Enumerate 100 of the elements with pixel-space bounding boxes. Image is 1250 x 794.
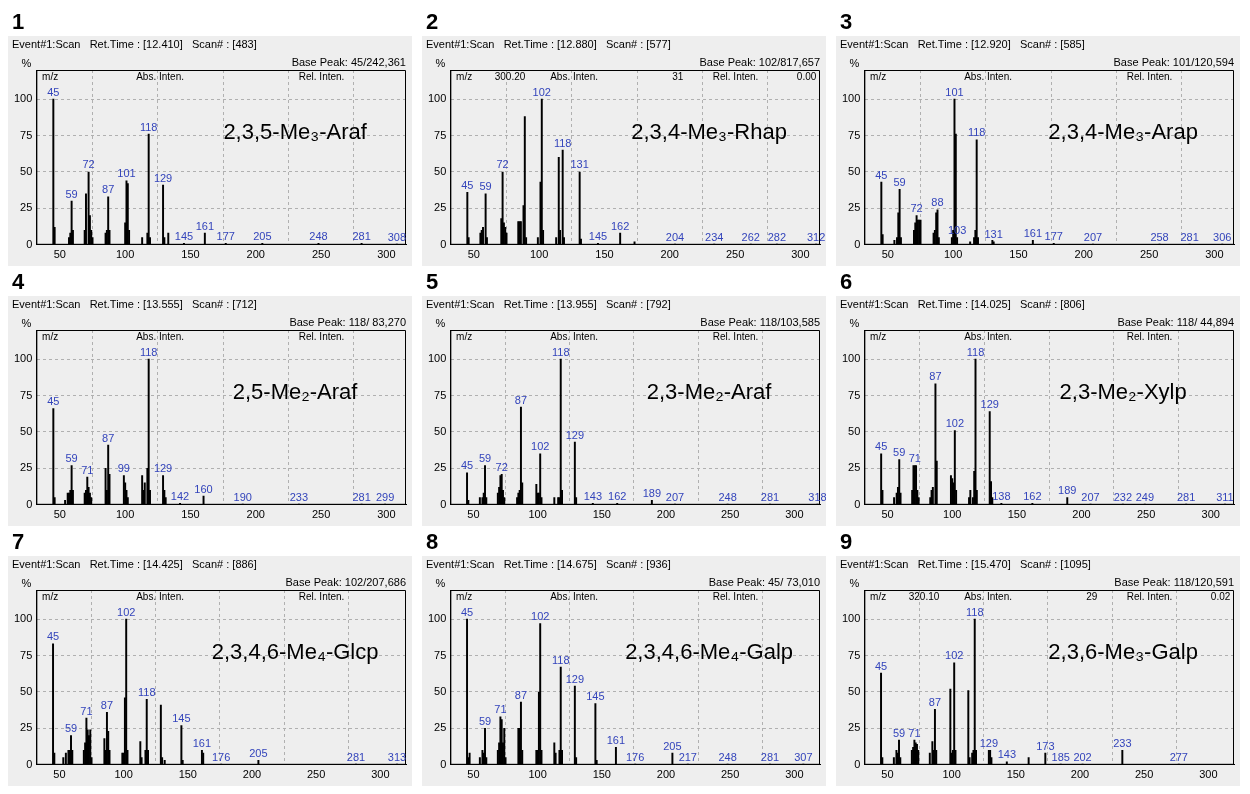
annotation: 2,3-Me₂-Araf <box>646 378 773 404</box>
annotation: 87 <box>100 698 114 711</box>
y-tick-label: 75 <box>434 648 447 661</box>
annotation: 205 <box>253 229 272 242</box>
annotation: Rel. Inten. <box>712 590 759 602</box>
annotation: 59 <box>893 175 906 188</box>
annotation: 72 <box>910 202 923 215</box>
text: Base Peak: 118/103,585 <box>700 315 820 328</box>
x-tick-label: 200 <box>242 768 262 781</box>
annotation: m/z <box>42 330 59 342</box>
annotation: 2,3,4,6-Me₄-Galp <box>625 638 794 664</box>
y-tick-label: 75 <box>434 128 447 141</box>
x-tick-label: 250 <box>311 248 331 261</box>
annotation: 88 <box>931 196 944 209</box>
annotation: 281 <box>760 750 780 763</box>
annotation: 59 <box>65 187 78 200</box>
x-tick-label: 150 <box>1007 508 1027 521</box>
annotation: 71 <box>908 452 921 464</box>
annotation: 300.20 <box>494 70 526 82</box>
y-tick-label: 25 <box>848 721 861 734</box>
annotation: 177 <box>216 229 235 242</box>
annotation: 249 <box>1135 490 1154 503</box>
annotation: 207 <box>1083 230 1103 243</box>
y-axis-title: % <box>21 316 32 329</box>
x-tick-label: 150 <box>1006 768 1025 781</box>
text: Base Peak: 101/120,594 <box>1113 55 1234 68</box>
x-tick-label: 50 <box>467 248 480 261</box>
annotation: 145 <box>588 229 608 242</box>
annotation: 118 <box>139 120 158 133</box>
annotation: 145 <box>174 229 194 242</box>
chart-subtitle: Event#1:Scan Ret.Time : [14.675] Scan# : [936] <box>425 557 672 572</box>
x-tick-label: 300 <box>371 768 390 781</box>
y-tick-label: 100 <box>13 92 33 105</box>
annotation: 101 <box>945 85 964 98</box>
annotation: 202 <box>1073 750 1092 763</box>
annotation: 59 <box>64 722 78 735</box>
annotation: Rel. Inten. <box>712 70 759 82</box>
annotation: Abs. Inten. <box>550 330 598 342</box>
annotation: 2,3,4-Me₃-Arap <box>1048 118 1198 144</box>
chart-title: 7 <box>11 528 26 556</box>
annotation: 71 <box>908 726 921 739</box>
annotation: 102 <box>531 440 550 453</box>
x-tick-label: 200 <box>1072 508 1091 521</box>
x-tick-label: 200 <box>1070 768 1090 781</box>
annotation: 311 <box>1216 490 1234 503</box>
annotation: 45 <box>461 178 474 191</box>
annotation: 72 <box>82 158 95 171</box>
y-tick-label: 25 <box>20 461 33 474</box>
chart-title: 5 <box>425 268 440 296</box>
chart-subtitle: Event#1:Scan Ret.Time : [13.555] Scan# : [712] <box>11 297 258 312</box>
text: Base Peak: 118/120,591 <box>1114 575 1234 588</box>
y-tick-label: 100 <box>841 92 861 105</box>
annotation: Rel. Inten. <box>1126 70 1173 82</box>
x-tick-label: 50 <box>881 248 894 261</box>
x-tick-label: 200 <box>1074 248 1093 261</box>
annotation: 307 <box>794 750 813 763</box>
annotation: 281 <box>352 229 371 242</box>
annotation: 2,3,4,6-Me₄-Glcp <box>211 638 379 664</box>
chart-subtitle: Event#1:Scan Ret.Time : [12.880] Scan# : [577] <box>425 37 672 52</box>
annotation: 205 <box>249 746 268 759</box>
y-axis-title: % <box>435 56 446 69</box>
annotation: 204 <box>665 230 685 243</box>
annotation: 281 <box>1180 230 1199 243</box>
annotation: 31 <box>672 70 684 82</box>
annotation: 45 <box>460 459 474 472</box>
annotation: 87 <box>514 393 528 406</box>
x-tick-label: 200 <box>660 248 679 261</box>
annotation: 131 <box>984 228 1003 241</box>
y-tick-label: 0 <box>854 237 861 250</box>
annotation: 185 <box>1051 750 1070 763</box>
y-tick-label: 25 <box>848 461 861 474</box>
annotation: Abs. Inten. <box>136 590 184 602</box>
x-tick-label: 300 <box>791 248 810 261</box>
annotation: Rel. Inten. <box>712 330 759 342</box>
annotation: 176 <box>626 750 645 763</box>
y-axis-title: % <box>849 576 860 589</box>
annotation: 87 <box>929 370 942 383</box>
y-axis-title: % <box>849 56 860 69</box>
annotation: 71 <box>494 703 507 716</box>
x-tick-label: 100 <box>943 248 963 261</box>
annotation: 102 <box>532 85 551 98</box>
annotation: 277 <box>1169 750 1188 763</box>
annotation: 45 <box>46 630 60 643</box>
x-tick-label: 100 <box>528 508 547 521</box>
x-tick-label: 100 <box>115 508 135 521</box>
annotation: 232 <box>1113 490 1133 503</box>
annotation: 118 <box>967 126 986 139</box>
annotation: 102 <box>117 605 136 618</box>
text: Base Peak: 45/242,361 <box>291 55 406 68</box>
annotation: 0.00 <box>796 70 817 82</box>
annotation: m/z <box>42 590 59 602</box>
chart-subtitle: Event#1:Scan Ret.Time : [12.920] Scan# : [585] <box>839 37 1086 52</box>
annotation: 87 <box>928 695 942 708</box>
x-tick-label: 250 <box>311 508 331 521</box>
annotation: 59 <box>478 714 492 727</box>
annotation: 145 <box>586 690 605 703</box>
y-tick-label: 100 <box>13 352 33 365</box>
text: Base Peak: 118/ 44,894 <box>1117 315 1234 328</box>
annotation: 118 <box>965 605 984 618</box>
y-tick-label: 75 <box>848 648 861 661</box>
